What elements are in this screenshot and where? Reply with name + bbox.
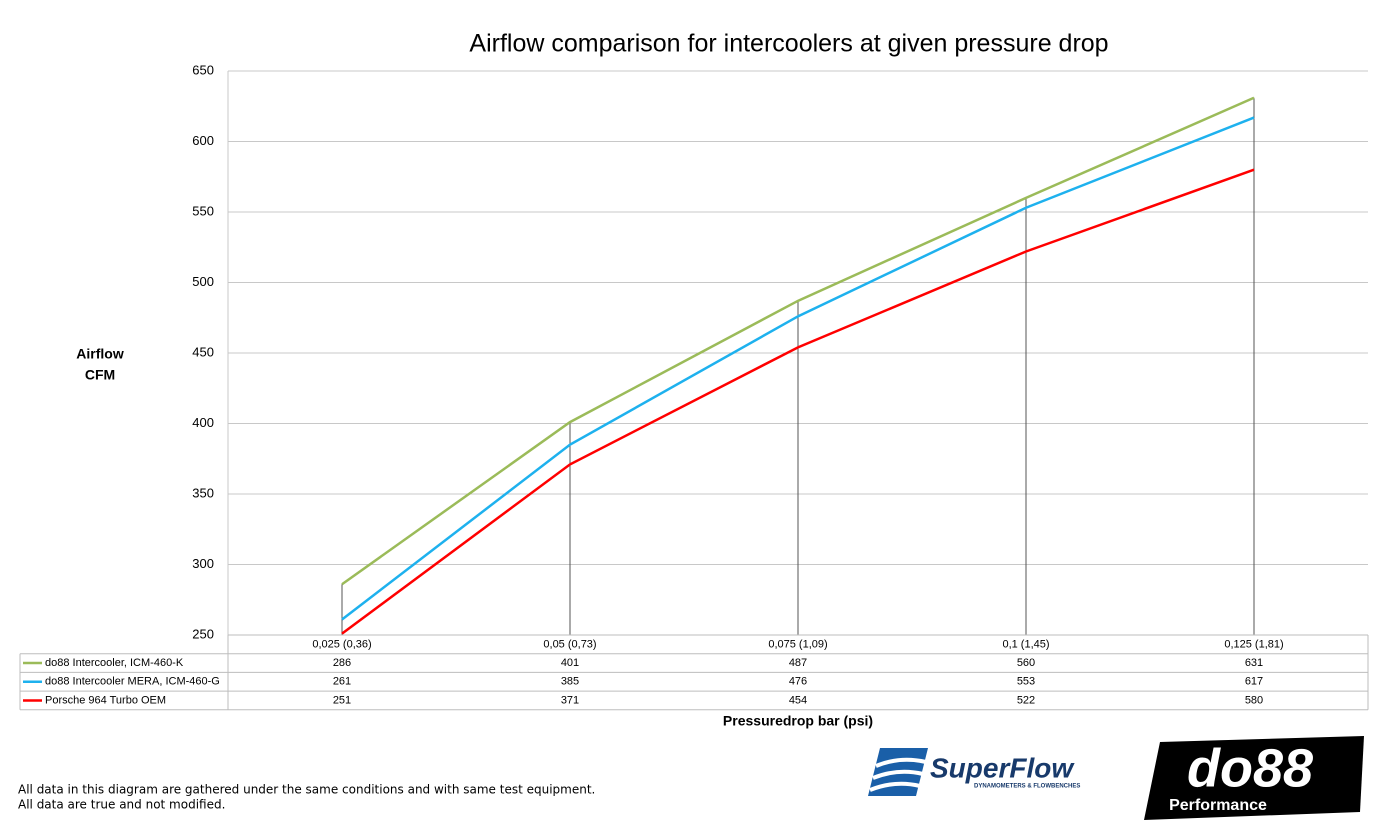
legend-label: Porsche 964 Turbo OEM <box>45 694 166 706</box>
y-tick-label: 450 <box>192 344 214 359</box>
table-value: 522 <box>1017 694 1035 706</box>
do88-logo: do88 Performance <box>1144 736 1364 820</box>
table-value: 385 <box>561 676 579 688</box>
x-tick-label: 0,075 (1,09) <box>768 638 827 650</box>
table-value: 560 <box>1017 657 1035 669</box>
table-value: 371 <box>561 694 579 706</box>
y-tick-label: 500 <box>192 274 214 289</box>
table-value: 401 <box>561 657 579 669</box>
logo-tagline: Performance <box>1169 797 1267 814</box>
table-value: 631 <box>1245 657 1263 669</box>
footnote: All data are true and not modified. <box>18 798 225 812</box>
y-tick-label: 350 <box>192 485 214 500</box>
logo-tagline: DYNAMOMETERS & FLOWBENCHES <box>974 784 1080 790</box>
series-line <box>341 96 1255 586</box>
table-value: 286 <box>333 657 351 669</box>
y-tick-label: 400 <box>192 415 214 430</box>
table-value: 476 <box>789 676 807 688</box>
x-axis-label: Pressuredrop bar (psi) <box>723 713 873 729</box>
table-value: 580 <box>1245 694 1263 706</box>
series-line <box>341 116 1255 621</box>
chart-title: Airflow comparison for intercoolers at g… <box>469 30 1108 58</box>
logo-text: do88 <box>1187 738 1313 798</box>
y-tick-label: 600 <box>192 133 214 148</box>
legend-label: do88 Intercooler, ICM-460-K <box>45 657 184 669</box>
y-axis-label: Airflow <box>76 346 124 362</box>
table-value: 454 <box>789 694 807 706</box>
table-value: 553 <box>1017 676 1035 688</box>
x-tick-label: 0,1 (1,45) <box>1002 638 1049 650</box>
logo-icon <box>869 757 927 792</box>
footnote: All data in this diagram are gathered un… <box>18 783 595 797</box>
y-tick-label: 300 <box>192 556 214 571</box>
logo-box <box>1144 736 1364 820</box>
x-tick-label: 0,025 (0,36) <box>312 638 371 650</box>
superflow-logo: SuperFlow DYNAMOMETERS & FLOWBENCHES <box>868 748 1080 796</box>
y-tick-label: 650 <box>192 62 214 77</box>
table-value: 251 <box>333 694 351 706</box>
x-tick-label: 0,125 (1,81) <box>1224 638 1283 650</box>
table-value: 487 <box>789 657 807 669</box>
y-axis-label: CFM <box>85 367 115 383</box>
legend-label: do88 Intercooler MERA, ICM-460-G <box>45 676 220 688</box>
x-tick-label: 0,05 (0,73) <box>543 638 596 650</box>
table-value: 617 <box>1245 676 1263 688</box>
logo-text: SuperFlow <box>930 752 1075 783</box>
y-tick-label: 550 <box>192 203 214 218</box>
series-line <box>341 168 1255 635</box>
table-value: 261 <box>333 676 351 688</box>
y-tick-label: 250 <box>192 626 214 641</box>
